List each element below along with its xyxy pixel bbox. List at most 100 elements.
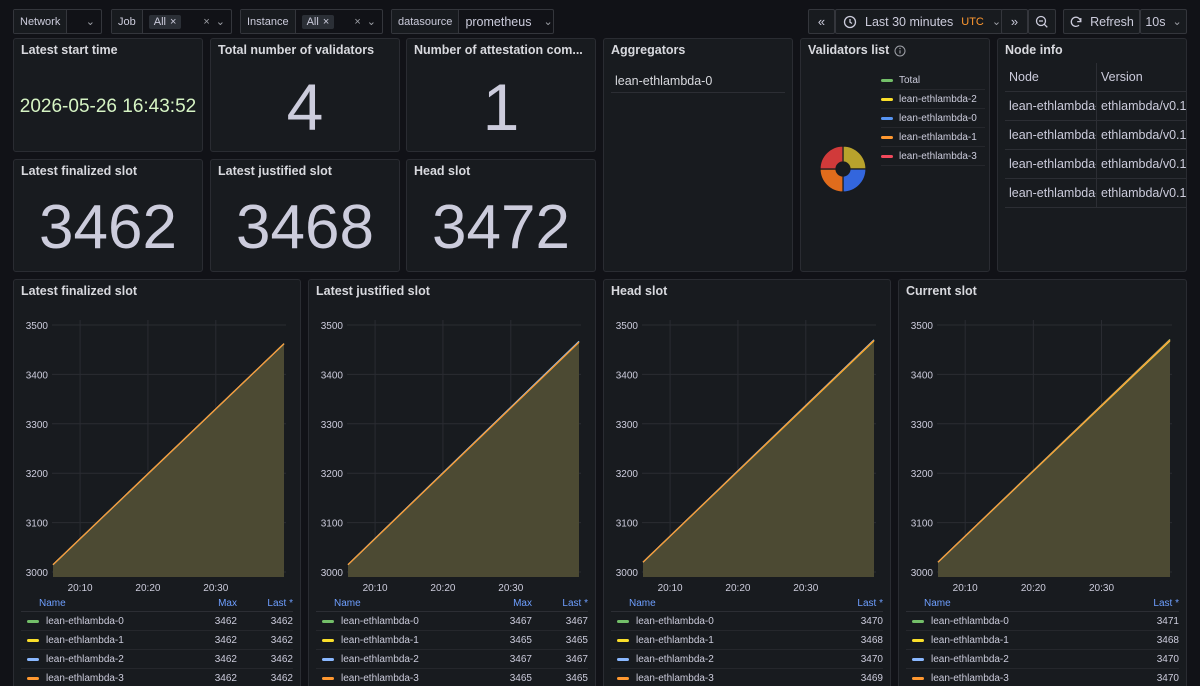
legend-row[interactable]: lean-ethlambda-3 3469 (611, 669, 883, 686)
pie-slice[interactable] (842, 168, 867, 193)
panel-title: Latest start time (21, 43, 118, 57)
job-chip[interactable]: All × (148, 14, 182, 29)
legend-swatch (322, 619, 334, 623)
legend-item[interactable]: lean-ethlambda-2 (881, 90, 985, 109)
job-label: Job (112, 10, 143, 33)
legend-row[interactable]: lean-ethlambda-3 3470 (906, 669, 1179, 686)
pie-slice[interactable] (842, 145, 867, 170)
y-tick-label: 3200 (321, 469, 344, 480)
legend-row[interactable]: lean-ethlambda-1 3468 (906, 631, 1179, 650)
network-variable[interactable]: Network ⌄ (13, 9, 102, 34)
legend-row[interactable]: lean-ethlambda-2 3467 3467 (316, 650, 588, 669)
legend-item[interactable]: lean-ethlambda-1 (881, 128, 985, 147)
legend-series-name-cell: lean-ethlambda-2 (21, 654, 181, 665)
y-tick-label: 3100 (911, 519, 934, 530)
refresh-interval-label: 10s (1145, 14, 1166, 29)
column-header-version[interactable]: Version (1101, 70, 1143, 84)
legend-swatch (322, 657, 334, 661)
clear-icon[interactable]: × (203, 15, 210, 28)
legend-row[interactable]: lean-ethlambda-3 3462 3462 (21, 669, 293, 686)
chevron-down-icon[interactable]: ⌄ (543, 16, 553, 28)
variables-toolbar: Network ⌄ Job All × × ⌄ Instance All × × ⌄… (0, 0, 1200, 44)
legend-series-name-cell: lean-ethlambda-0 (611, 616, 827, 627)
panel-title: Number of attestation com... (414, 43, 583, 57)
panel-title: Aggregators (611, 43, 686, 57)
datasource-variable[interactable]: datasource prometheus ⌄ (391, 9, 554, 34)
job-variable[interactable]: Job All × × ⌄ (111, 9, 232, 34)
y-tick-label: 3300 (911, 420, 934, 431)
pie-slice[interactable] (819, 145, 844, 170)
legend-series-name: lean-ethlambda-3 (636, 672, 714, 684)
legend-series-name: lean-ethlambda-2 (341, 653, 419, 665)
series-line[interactable] (52, 343, 285, 566)
pie-slice[interactable] (819, 168, 844, 193)
clear-icon[interactable]: × (354, 15, 361, 28)
legend-row[interactable]: lean-ethlambda-2 3462 3462 (21, 650, 293, 669)
time-range-picker[interactable]: Last 30 minutes UTC ⌄ (835, 9, 1003, 34)
legend-row[interactable]: lean-ethlambda-1 3465 3465 (316, 631, 588, 650)
legend-row[interactable]: lean-ethlambda-0 3471 (906, 612, 1179, 631)
legend-series-name-cell: lean-ethlambda-3 (316, 673, 476, 684)
legend-series-name-cell: lean-ethlambda-1 (906, 635, 1123, 646)
time-shift-forward-button[interactable]: » (1001, 9, 1028, 34)
legend-row[interactable]: lean-ethlambda-2 3470 (611, 650, 883, 669)
stat-value: 3472 (432, 193, 570, 262)
legend-column-header[interactable]: Last * (562, 598, 588, 609)
instance-variable[interactable]: Instance All × × ⌄ (240, 9, 383, 34)
x-tick-label: 20:30 (498, 583, 523, 594)
legend-series-name: lean-ethlambda-0 (46, 615, 124, 627)
legend-series-name: lean-ethlambda-3 (931, 672, 1009, 684)
series-line[interactable] (642, 339, 875, 563)
timeseries-chart[interactable]: 3000 3100 3200 3300 3400 3500 20:10 20:20 20:30 (899, 280, 1186, 598)
time-shift-back-button[interactable]: « (808, 9, 835, 34)
timeseries-chart[interactable]: 3000 3100 3200 3300 3400 3500 20:10 20:20 20:30 (14, 280, 300, 598)
legend-column-header[interactable]: Max (513, 598, 532, 609)
series-line[interactable] (347, 341, 580, 566)
legend-row[interactable]: lean-ethlambda-0 3462 3462 (21, 612, 293, 631)
legend-column-header[interactable]: Last * (857, 598, 883, 609)
legend-series-name: lean-ethlambda-2 (636, 653, 714, 665)
legend-column-header[interactable]: Name (924, 598, 951, 609)
legend-row[interactable]: lean-ethlambda-0 3467 3467 (316, 612, 588, 631)
legend-row[interactable]: lean-ethlambda-1 3462 3462 (21, 631, 293, 650)
timeseries-chart[interactable]: 3000 3100 3200 3300 3400 3500 20:10 20:20 20:30 (309, 280, 595, 598)
remove-icon[interactable]: × (169, 15, 177, 28)
zoom-out-button[interactable] (1028, 9, 1056, 34)
legend-item[interactable]: Total (881, 71, 985, 90)
legend-swatch (617, 638, 629, 642)
timeseries-chart[interactable]: 3000 3100 3200 3300 3400 3500 20:10 20:20 20:30 (604, 280, 890, 598)
legend-column-header[interactable]: Last * (267, 598, 293, 609)
remove-icon[interactable]: × (322, 15, 330, 28)
legend-column-header[interactable]: Name (39, 598, 66, 609)
legend-row[interactable]: lean-ethlambda-2 3470 (906, 650, 1179, 669)
legend-series-name-cell: lean-ethlambda-3 (611, 673, 827, 684)
column-header-node[interactable]: Node (1005, 63, 1097, 91)
legend-swatch (881, 154, 893, 158)
x-tick-label: 20:30 (1089, 583, 1114, 594)
node-info-table: Node Version lean-ethlambda- ethlambda/v… (1005, 63, 1186, 208)
refresh-button[interactable]: Refresh (1063, 9, 1140, 34)
refresh-interval-picker[interactable]: 10s ⌄ (1140, 9, 1187, 34)
chevron-down-icon[interactable]: ⌄ (215, 16, 225, 28)
legend-column-header[interactable]: Last * (1153, 598, 1179, 609)
series-line[interactable] (937, 339, 1171, 563)
legend-column-header[interactable]: Name (629, 598, 656, 609)
series-area (938, 339, 1170, 577)
legend-swatch (27, 619, 39, 623)
legend-item[interactable]: lean-ethlambda-0 (881, 109, 985, 128)
chevron-down-icon[interactable]: ⌄ (85, 16, 95, 28)
legend-row[interactable]: lean-ethlambda-3 3465 3465 (316, 669, 588, 686)
info-icon[interactable] (894, 44, 906, 62)
legend-item[interactable]: lean-ethlambda-3 (881, 147, 985, 166)
legend-row[interactable]: lean-ethlambda-0 3470 (611, 612, 883, 631)
legend-row[interactable]: lean-ethlambda-1 3468 (611, 631, 883, 650)
legend-value: 3470 (1156, 672, 1179, 684)
legend-column-header[interactable]: Name (334, 598, 361, 609)
stat-value: 2026-05-26 16:43:52 (19, 96, 197, 117)
y-tick-label: 3500 (26, 321, 49, 332)
legend-label: lean-ethlambda-0 (899, 112, 977, 124)
instance-chip[interactable]: All × (301, 14, 335, 29)
chevron-down-icon[interactable]: ⌄ (366, 16, 376, 28)
legend-column-header[interactable]: Max (218, 598, 237, 609)
x-tick-label: 20:10 (658, 583, 683, 594)
